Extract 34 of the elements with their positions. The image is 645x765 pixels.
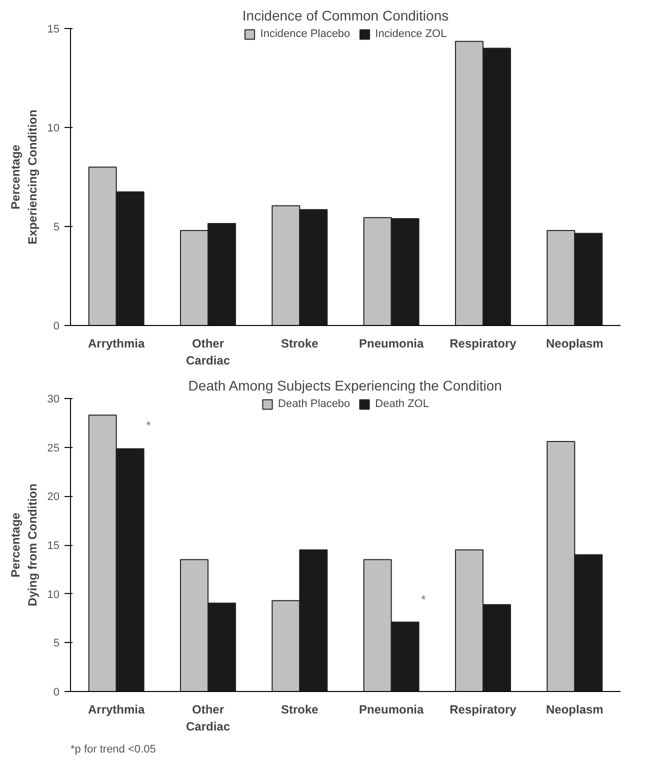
y-tick-label: 0 [53, 320, 60, 332]
y-tick-label: 30 [47, 394, 60, 406]
y-tick-label: 20 [47, 491, 60, 504]
legend-label: Death Placebo [278, 398, 350, 410]
x-tick-label: Stroke [280, 336, 319, 350]
legend-label: Incidence ZOL [375, 28, 447, 40]
y-tick-label: 10 [47, 588, 60, 601]
y-tick-label: 15 [47, 540, 60, 552]
x-tick-label: Other Cardiac [186, 702, 230, 734]
y-axis-title: Percentage Experiencing Condition [8, 110, 40, 244]
x-tick-label: Pneumonia [358, 336, 424, 350]
y-tick-label: 10 [47, 122, 60, 134]
x-tick-label: Neoplasm [546, 702, 604, 716]
x-tick-label: Respiratory [450, 336, 517, 350]
x-tick-label: Arrythmia [88, 336, 145, 350]
legend-label: Incidence Placebo [260, 28, 350, 40]
y-tick-label: 5 [53, 222, 60, 234]
x-tick-label: Pneumonia [358, 702, 424, 716]
x-tick-label: Arrythmia [88, 702, 145, 716]
y-tick-label: 15 [47, 24, 60, 36]
legend-label: Death ZOL [375, 398, 429, 410]
chart-title: Death Among Subjects Experiencing the Condition [188, 378, 502, 394]
y-tick-label: 25 [47, 442, 60, 454]
x-tick-label: Respiratory [450, 702, 517, 716]
text: *p for trend <0.05 [70, 744, 156, 756]
x-tick-label: Stroke [280, 702, 319, 716]
annotation: * [146, 418, 152, 433]
y-tick-label: 5 [53, 638, 60, 650]
x-tick-label: Other Cardiac [186, 336, 230, 368]
x-tick-label: Neoplasm [546, 336, 604, 350]
y-axis-title: Percentage Dying from Condition [8, 484, 40, 606]
chart-title: Incidence of Common Conditions [242, 8, 449, 24]
annotation: * [421, 592, 426, 607]
y-tick-label: 0 [53, 686, 60, 698]
